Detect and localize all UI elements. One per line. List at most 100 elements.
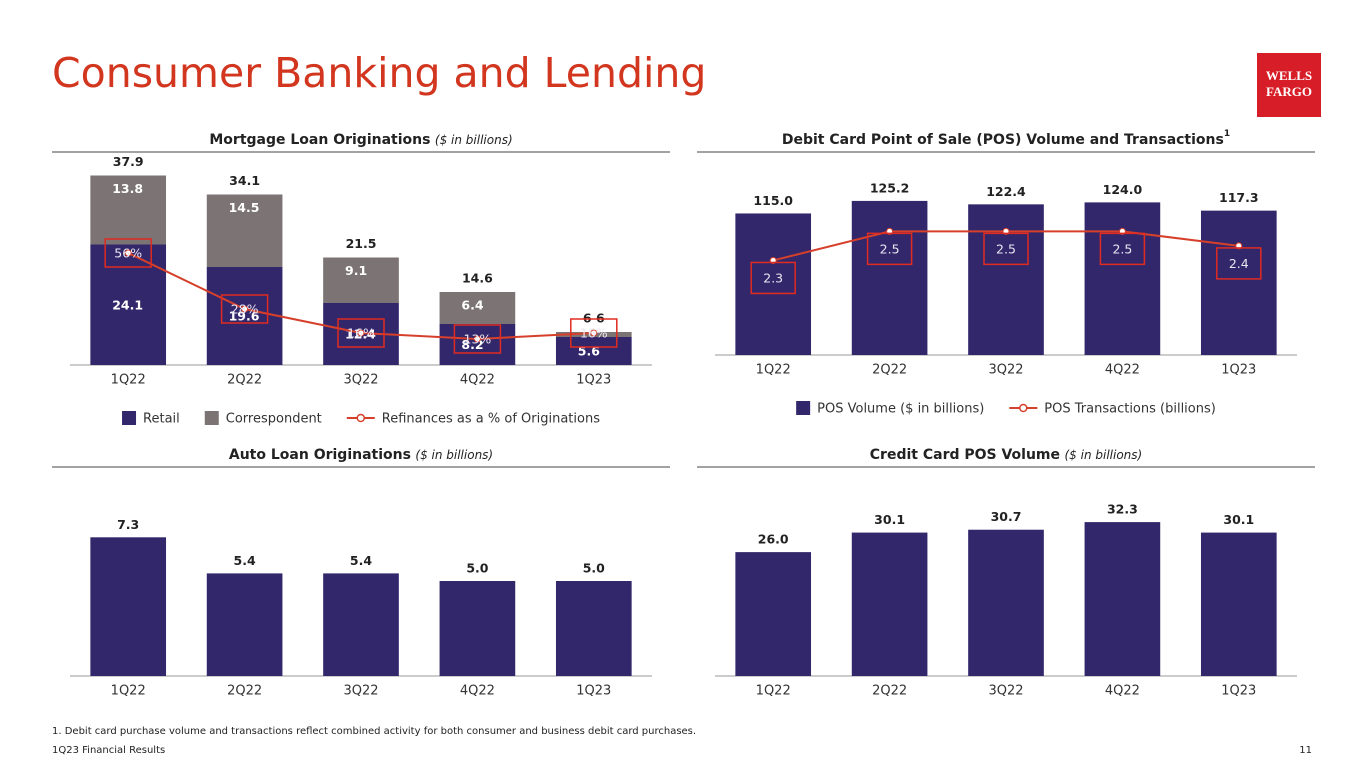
chart-subtitle: ($ in billions): [435, 133, 513, 147]
bar: [439, 581, 516, 676]
legend-label: POS Volume ($ in billions): [817, 402, 984, 417]
legend-marker: [356, 413, 366, 423]
data-label: 7.3: [117, 517, 139, 532]
bar: [735, 213, 812, 355]
bar: [90, 175, 167, 245]
data-label: 5.0: [466, 561, 488, 576]
line-label: 56%: [114, 246, 142, 261]
bar: [735, 552, 812, 676]
legend-label: Retail: [143, 412, 180, 427]
line-label: 16%: [347, 326, 375, 341]
bar: [323, 573, 399, 676]
data-label: 30.1: [874, 512, 905, 527]
x-tick-label: 2Q22: [227, 684, 262, 699]
highlight-box: [570, 318, 618, 348]
bar: [555, 581, 632, 676]
bar: [323, 257, 399, 303]
highlight-box: [1216, 247, 1262, 280]
chart-subtitle: ($ in billions): [415, 448, 493, 462]
chart-subtitle: ($ in billions): [1064, 448, 1142, 462]
data-label: 13.8: [112, 181, 143, 196]
x-tick-label: 1Q23: [576, 684, 611, 699]
line-label: 2.4: [1229, 256, 1249, 271]
bar: [206, 194, 283, 267]
chart-title-main: Debit Card Point of Sale (POS) Volume an…: [782, 132, 1224, 148]
line-label: 2.5: [880, 241, 900, 256]
footer: 1Q23 Financial Results: [52, 745, 165, 756]
total-label: 34.1: [229, 173, 260, 188]
logo-text: WELLS: [1266, 68, 1312, 83]
data-label: 5.4: [350, 553, 372, 568]
data-label: 124.0: [1103, 182, 1143, 197]
bar: [1084, 202, 1161, 355]
x-tick-label: 1Q22: [756, 363, 791, 378]
chart-title-main: Mortgage Loan Originations: [209, 132, 430, 148]
bar: [968, 204, 1044, 355]
logo: [1257, 53, 1321, 117]
legend-swatch: [204, 411, 219, 425]
legend: POS Volume ($ in billions) POS Transactio…: [796, 401, 1216, 417]
x-tick-label: 4Q22: [460, 373, 495, 388]
data-label: 117.3: [1219, 190, 1259, 205]
highlight-box: [983, 232, 1029, 266]
slide-title: Consumer Banking and Lending: [52, 49, 706, 97]
footnote-ref: 1: [1224, 129, 1230, 139]
line-point: [241, 305, 249, 313]
logo-text: FARGO: [1266, 84, 1312, 99]
bar: [439, 324, 516, 365]
x-tick-label: 1Q23: [1221, 363, 1256, 378]
data-label: 26.0: [758, 532, 789, 547]
bar: [206, 573, 283, 676]
line-point: [124, 249, 132, 257]
highlight-box: [1099, 232, 1146, 266]
bar: [555, 337, 632, 365]
data-label: 9.1: [345, 263, 367, 278]
total-label: 6 6: [583, 311, 605, 326]
chart-title-main: Auto Loan Originations: [229, 447, 411, 463]
x-tick-label: 3Q22: [988, 363, 1023, 378]
highlight-box: [750, 261, 796, 295]
legend-marker: [1019, 403, 1028, 413]
x-tick-label: 1Q22: [756, 684, 791, 699]
bar: [1200, 210, 1277, 355]
chart-title: Auto Loan Originations ($ in billions): [229, 447, 493, 463]
highlight-box: [220, 294, 269, 324]
data-label: 6.4: [461, 298, 483, 313]
x-tick-label: 1Q23: [576, 373, 611, 388]
x-tick-label: 1Q22: [111, 684, 146, 699]
x-tick-label: 1Q22: [111, 373, 146, 388]
legend-label: Refinances as a % of Originations: [382, 412, 600, 427]
x-tick-label: 4Q22: [1105, 363, 1140, 378]
legend-swatch: [796, 401, 811, 415]
bar: [968, 529, 1044, 676]
data-label: 19.6: [229, 309, 260, 324]
data-label: 14.5: [229, 200, 260, 215]
line-point: [590, 329, 598, 337]
data-label: 5.6: [578, 344, 600, 359]
x-tick-label: 4Q22: [1105, 684, 1140, 699]
chart-title: Credit Card POS Volume ($ in billions): [870, 447, 1142, 463]
bar: [851, 200, 928, 355]
highlight-box: [337, 318, 385, 348]
total-label: 37.9: [113, 154, 144, 169]
line-label: 28%: [231, 302, 259, 317]
bar: [851, 532, 928, 676]
highlight-box: [453, 324, 502, 354]
x-tick-label: 2Q22: [872, 684, 907, 699]
x-tick-label: 1Q23: [1221, 684, 1256, 699]
footnote: 1. Debit card purchase volume and transa…: [52, 726, 696, 737]
x-tick-label: 2Q22: [872, 363, 907, 378]
x-tick-label: 4Q22: [460, 684, 495, 699]
highlight-box: [866, 232, 913, 266]
data-label: 115.0: [753, 193, 793, 208]
data-label: 24.1: [112, 297, 143, 312]
line-point: [357, 329, 365, 337]
data-label: 125.2: [870, 180, 910, 195]
bar: [90, 537, 167, 676]
bar: [1084, 522, 1161, 676]
chart-title-main: Credit Card POS Volume: [870, 447, 1060, 463]
data-label: 5.4: [234, 553, 256, 568]
line-label: 2.5: [996, 241, 1016, 256]
x-tick-label: 3Q22: [343, 373, 378, 388]
